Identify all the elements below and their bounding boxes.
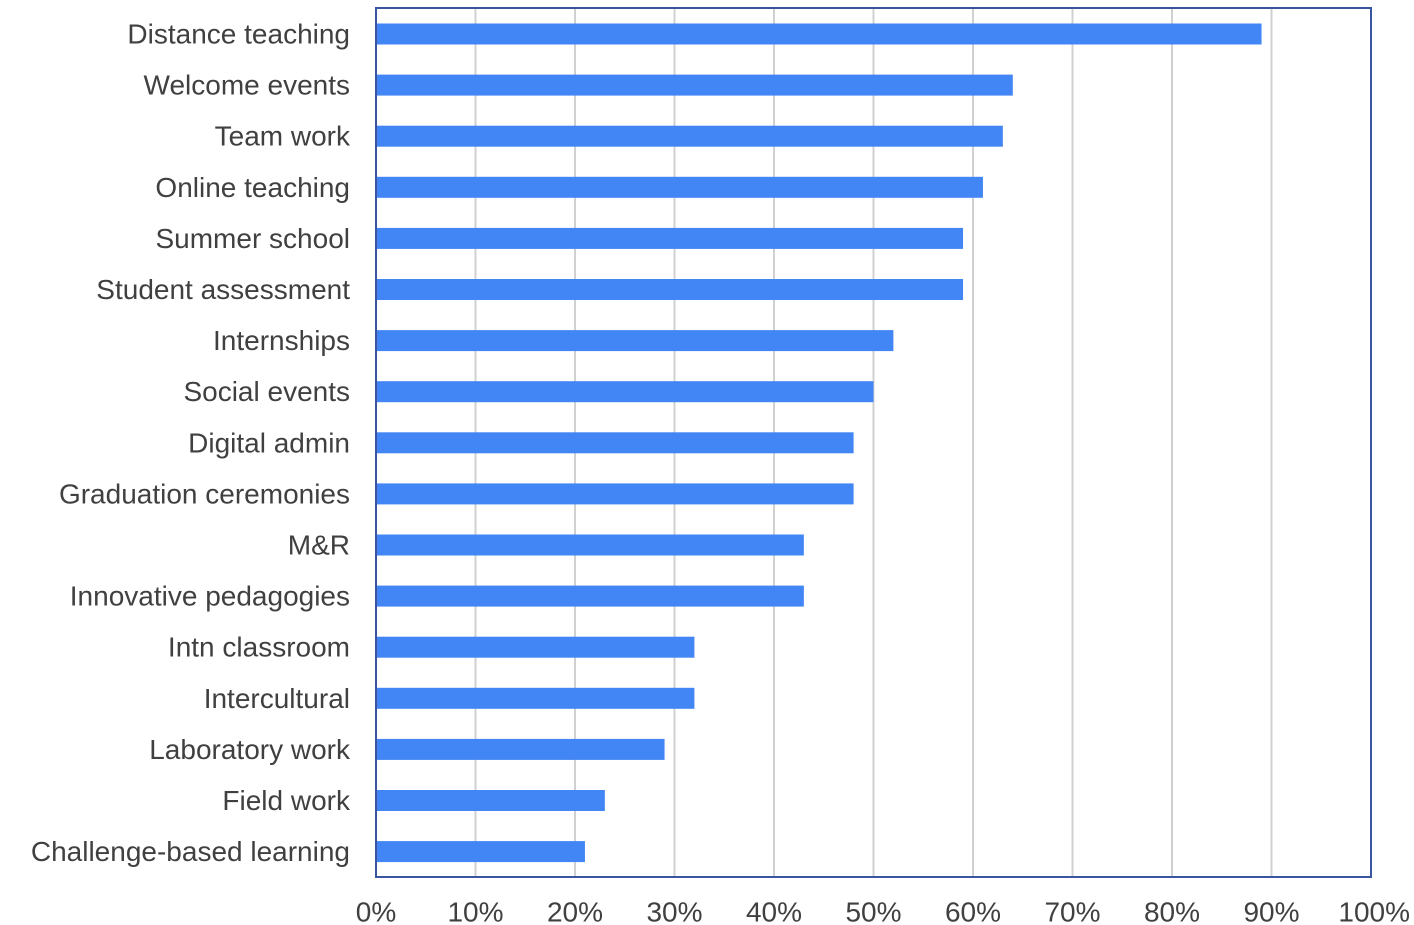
x-tick-label: 10% [447,897,503,925]
bar [376,432,854,454]
x-axis-tick-labels: 0% 10% 20% 30% 40% 50% 60% 70% 80% 90% 100% [356,897,1410,925]
category-label: Innovative pedagogies [70,581,350,612]
category-label: M&R [288,530,350,561]
category-labels: Distance teaching Welcome events Team work… [31,19,351,868]
category-label: Social events [183,376,350,407]
category-label: Summer school [155,223,350,254]
bar [376,74,1013,96]
bar [376,687,695,709]
category-label: Intn classroom [168,632,350,663]
x-tick-label: 100% [1338,897,1410,925]
category-label: Team work [215,121,351,152]
bar [376,227,964,249]
x-tick-label: 20% [547,897,603,925]
category-label: Laboratory work [149,734,351,765]
plot-frame [375,7,1372,878]
bars [376,23,1262,863]
bar [376,636,695,658]
bar [376,534,804,556]
bar [376,279,964,300]
x-tick-label: 90% [1243,897,1299,925]
category-label: Internships [213,325,350,356]
x-tick-label: 70% [1044,897,1100,925]
x-tick-label: 60% [945,897,1001,925]
bar [376,23,1262,45]
bar [376,483,854,505]
bar [376,125,1003,147]
category-label: Graduation ceremonies [59,478,350,509]
bar [376,585,804,607]
category-label: Distance teaching [127,19,350,50]
bar [376,176,983,198]
category-label: Challenge-based learning [31,836,350,867]
x-tick-label: 80% [1144,897,1200,925]
category-label: Online teaching [155,172,350,203]
x-tick-label: 0% [356,897,396,925]
bar [376,790,605,811]
category-label: Digital admin [188,427,350,458]
category-label: Student assessment [96,274,350,305]
category-label: Field work [222,785,351,816]
bar [376,381,874,403]
category-label: Welcome events [144,70,350,101]
x-tick-label: 40% [746,897,802,925]
bar [376,330,894,352]
bar [376,738,665,760]
x-tick-label: 50% [845,897,901,925]
x-tick-label: 30% [646,897,702,925]
category-label: Intercultural [204,683,350,714]
bar [376,841,585,863]
